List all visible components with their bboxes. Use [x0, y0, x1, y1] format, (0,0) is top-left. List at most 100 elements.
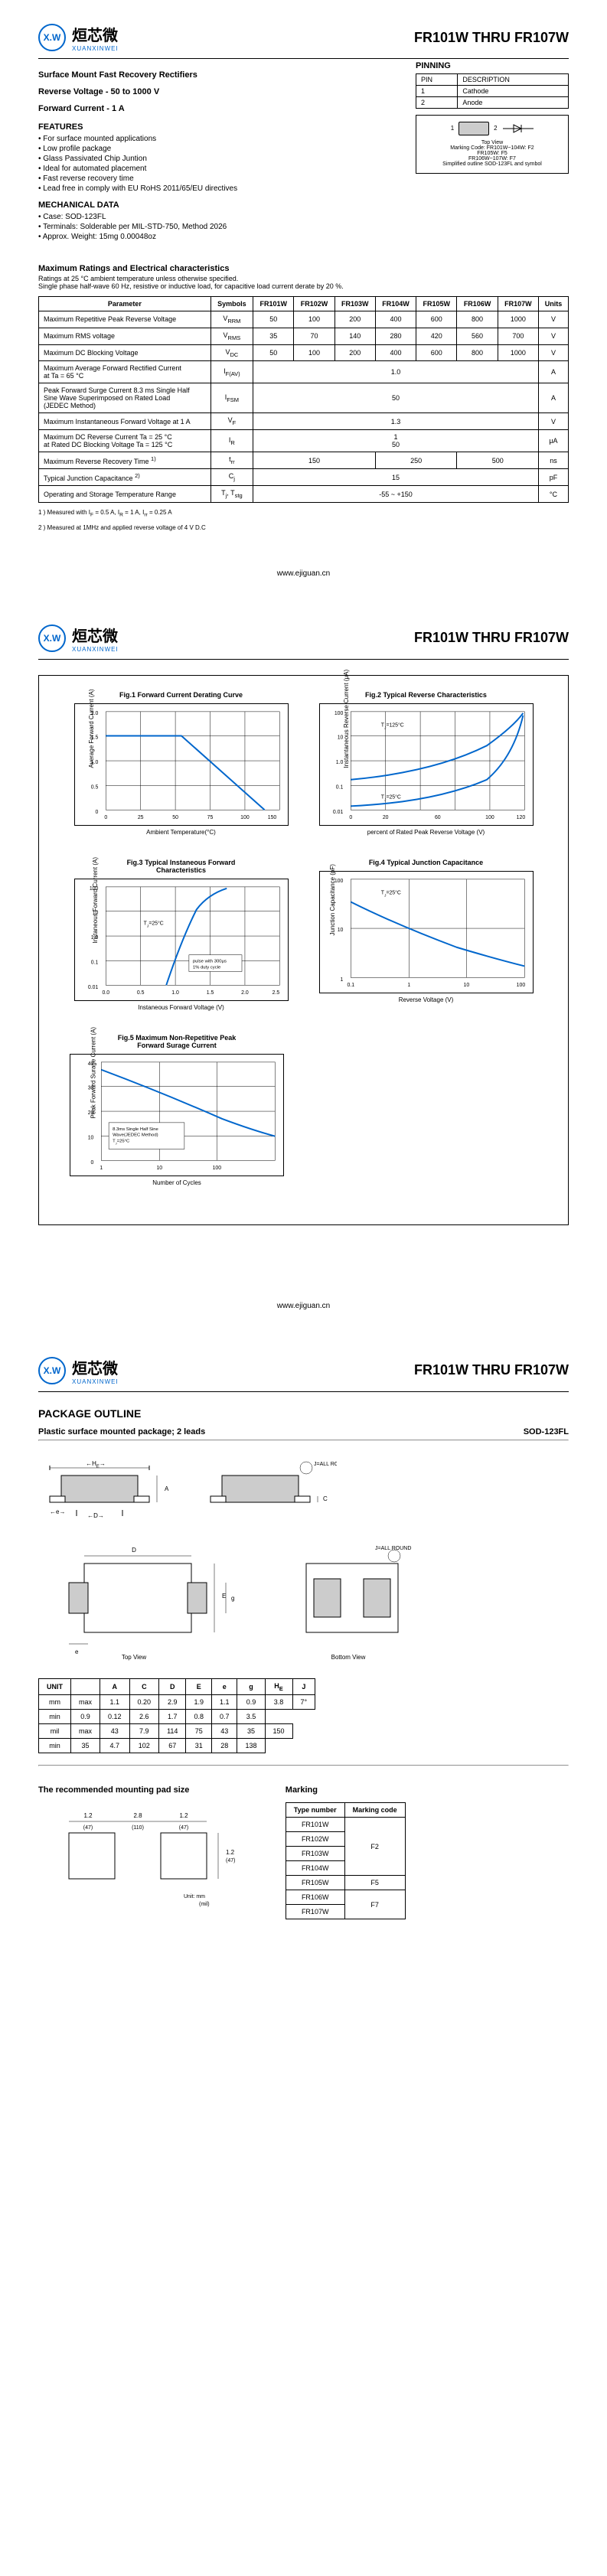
svg-text:0.01: 0.01 [87, 985, 98, 990]
svg-text:1: 1 [407, 983, 410, 988]
header: X.W 烜芯微 XUANXINWEI FR101W THRU FR107W [38, 624, 569, 660]
svg-text:e: e [75, 1648, 79, 1655]
svg-text:(47): (47) [226, 1858, 235, 1864]
svg-text:J=ALL ROUND: J=ALL ROUND [314, 1462, 337, 1467]
pinning-table: PINDESCRIPTION 1Cathode 2Anode [416, 73, 569, 109]
svg-text:8.3ms Single Half Sine: 8.3ms Single Half Sine [113, 1127, 158, 1131]
pinning-box: PINNING PINDESCRIPTION 1Cathode 2Anode 1… [416, 61, 569, 174]
logo-badge: X.W [38, 24, 66, 51]
chart-fig1: Fig.1 Forward Current Derating Curve Ave… [74, 691, 289, 836]
svg-text:120: 120 [516, 815, 525, 820]
svg-text:(110): (110) [132, 1825, 144, 1831]
chart-fig4: Fig.4 Typical Junction Capacitance Junct… [319, 859, 534, 1011]
logo-en: XUANXINWEI [72, 646, 119, 653]
svg-text:0.5: 0.5 [136, 990, 144, 996]
ratings-note: Ratings at 25 °C ambient temperature unl… [38, 275, 569, 290]
dimension-table: UNITACDEegHEJmmmax1.10.202.91.91.10.93.8… [38, 1678, 315, 1754]
logo-cn: 烜芯微 [72, 628, 118, 645]
svg-text:TJ=125°C: TJ=125°C [380, 722, 403, 730]
pkg-subtitle: Plastic surface mounted package; 2 leads… [38, 1427, 569, 1436]
svg-text:1.0: 1.0 [171, 990, 179, 996]
svg-text:TJ=25°C: TJ=25°C [143, 920, 163, 928]
svg-text:←D→: ←D→ [87, 1512, 104, 1519]
svg-text:50: 50 [172, 815, 178, 820]
pad-section: The recommended mounting pad size 1.2 (47… [38, 1778, 237, 1912]
svg-text:E: E [222, 1593, 226, 1599]
pinning-title: PINNING [416, 61, 569, 70]
svg-text:100: 100 [334, 710, 343, 716]
pad-title: The recommended mounting pad size [38, 1785, 237, 1795]
mech-item: Approx. Weight: 15mg 0.00048oz [38, 233, 569, 241]
logo-badge: X.W [38, 1357, 66, 1384]
svg-text:0.1: 0.1 [347, 983, 354, 988]
svg-text:Unit: mm: Unit: mm [184, 1894, 205, 1899]
chart-fig2: Fig.2 Typical Reverse Characteristics In… [319, 691, 534, 836]
mech-list: Case: SOD-123FL Terminals: Solderable per… [38, 213, 569, 241]
pkg-top-view: D E e g Top View [38, 1541, 253, 1663]
svg-text:0.5: 0.5 [90, 784, 98, 790]
svg-text:pulse with 300μs: pulse with 300μs [192, 959, 226, 964]
svg-text:75: 75 [207, 815, 213, 820]
pinning-diagram: 1 2 Top View Marking Code: FR101W~104W: … [416, 115, 569, 174]
page-1: X.W 烜芯微 XUANXINWEI FR101W THRU FR107W PI… [0, 0, 607, 601]
svg-text:Wave(JEDEC Method): Wave(JEDEC Method) [113, 1133, 158, 1137]
svg-text:0: 0 [104, 815, 107, 820]
mech-item: Terminals: Solderable per MIL-STD-750, M… [38, 223, 569, 231]
svg-text:TJ=25°C: TJ=25°C [380, 794, 400, 802]
logo-en: XUANXINWEI [72, 45, 119, 52]
svg-text:20: 20 [382, 815, 388, 820]
pkg-side-view-1: ←HE→ A ←e→ ←D→ [38, 1456, 176, 1525]
part-number: FR101W THRU FR107W [414, 30, 569, 46]
svg-text:D: D [132, 1547, 136, 1554]
svg-text:1.2: 1.2 [83, 1812, 93, 1819]
desc-hdr: DESCRIPTION [458, 74, 569, 86]
feature-item: Lead free in comply with EU RoHS 2011/65… [38, 184, 569, 193]
svg-text:25: 25 [137, 815, 143, 820]
svg-text:10: 10 [156, 1166, 162, 1171]
svg-text:2.0: 2.0 [241, 990, 249, 996]
footer-url: www.ejiguan.cn [38, 569, 569, 578]
svg-text:10: 10 [463, 983, 469, 988]
svg-text:2.5: 2.5 [272, 990, 279, 996]
svg-text:2.8: 2.8 [133, 1812, 142, 1819]
header: X.W 烜芯微 XUANXINWEI FR101W THRU FR107W [38, 23, 569, 59]
svg-text:1.2: 1.2 [226, 1849, 235, 1856]
package-drawings-2: D E e g Top View J=ALL ROUND Bottom View [38, 1541, 569, 1663]
svg-text:0: 0 [95, 810, 98, 815]
svg-text:150: 150 [267, 815, 276, 820]
part-number: FR101W THRU FR107W [414, 630, 569, 646]
svg-text:A: A [165, 1485, 169, 1492]
svg-text:←e→: ←e→ [50, 1508, 65, 1515]
logo-cn: 烜芯微 [72, 1361, 118, 1378]
svg-text:10: 10 [337, 928, 343, 933]
svg-text:Top View: Top View [122, 1654, 147, 1661]
svg-text:g: g [231, 1595, 234, 1602]
marking-section: Marking Type numberMarking code FR101WF2… [286, 1778, 406, 1919]
page-2: X.W 烜芯微 XUANXINWEI FR101W THRU FR107W Fi… [0, 601, 607, 1333]
svg-text:10: 10 [88, 1135, 94, 1140]
pkg-title: PACKAGE OUTLINE [38, 1407, 569, 1420]
package-icon [459, 122, 489, 135]
svg-text:0.1: 0.1 [90, 960, 98, 965]
mech-title: MECHANICAL DATA [38, 201, 569, 210]
logo-area: X.W 烜芯微 XUANXINWEI [38, 23, 119, 52]
page-3: X.W 烜芯微 XUANXINWEI FR101W THRU FR107W PA… [0, 1333, 607, 1943]
logo-area: X.W 烜芯微 XUANXINWEI [38, 624, 119, 653]
pkg-side-view-2: J=ALL ROUND C [199, 1456, 337, 1525]
diode-symbol-icon [503, 122, 534, 135]
svg-text:60: 60 [434, 815, 440, 820]
package-drawings: ←HE→ A ←e→ ←D→ J=ALL ROUND C [38, 1456, 569, 1525]
logo-area: X.W 烜芯微 XUANXINWEI [38, 1356, 119, 1385]
charts-container: Fig.1 Forward Current Derating Curve Ave… [38, 675, 569, 1225]
package-outline-section: PACKAGE OUTLINE Plastic surface mounted … [38, 1407, 569, 1920]
svg-text:100: 100 [485, 815, 494, 820]
part-number: FR101W THRU FR107W [414, 1362, 569, 1378]
logo-en: XUANXINWEI [72, 1378, 119, 1385]
feature-item: Fast reverse recovery time [38, 174, 569, 183]
svg-text:100: 100 [516, 983, 525, 988]
logo-badge: X.W [38, 624, 66, 652]
mech-item: Case: SOD-123FL [38, 213, 569, 221]
svg-text:TJ=25°C: TJ=25°C [380, 889, 400, 898]
footnote-1: 1 ) Measured with IF = 0.5 A, IR = 1 A, … [38, 509, 569, 518]
svg-text:0.1: 0.1 [335, 784, 343, 790]
